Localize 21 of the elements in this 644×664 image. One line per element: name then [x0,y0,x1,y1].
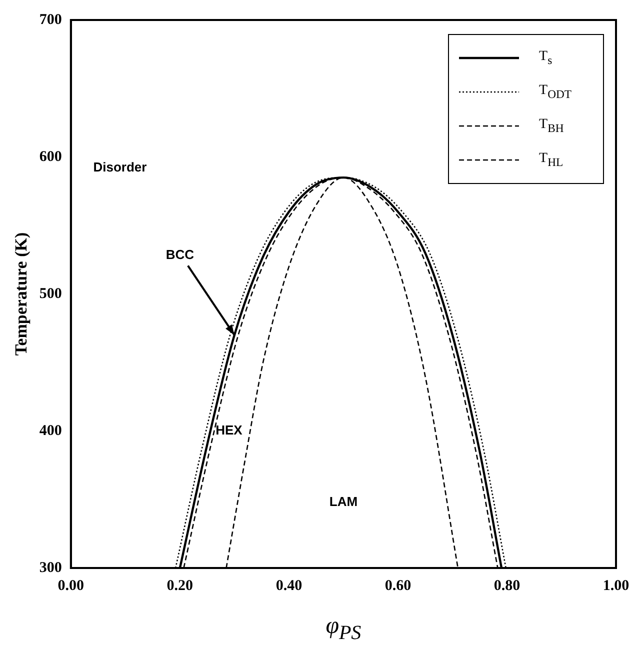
legend-label: T$_{s}$ [539,49,554,67]
y-axis-title: Temperature (K) [12,232,31,356]
x-tick-label: 0.60 [384,578,412,594]
legend-label: T$_{ODT}$ [539,83,573,101]
annotation: Disorder [93,160,147,175]
annotation: BCC [166,247,195,262]
x-tick-label: 0.20 [166,578,194,594]
annotation: HEX [216,422,243,438]
y-tick-label: 700 [39,12,62,28]
legend-label: T$_{BH}$ [539,117,565,135]
annotation: LAM [329,494,358,509]
x-axis-title: φ$_{PS}$ [324,613,362,645]
y-tick-label: 600 [39,148,62,165]
x-tick-label: 0.40 [276,578,302,594]
y-tick-label: 300 [39,560,62,576]
legend-label: T$_{HL}$ [539,151,564,169]
x-tick-label: 0.80 [494,578,520,594]
y-tick-label: 500 [39,286,62,302]
x-tick-label: 0.00 [58,578,84,594]
x-tick-label: 1.00 [602,578,630,594]
y-tick-label: 400 [39,422,62,439]
